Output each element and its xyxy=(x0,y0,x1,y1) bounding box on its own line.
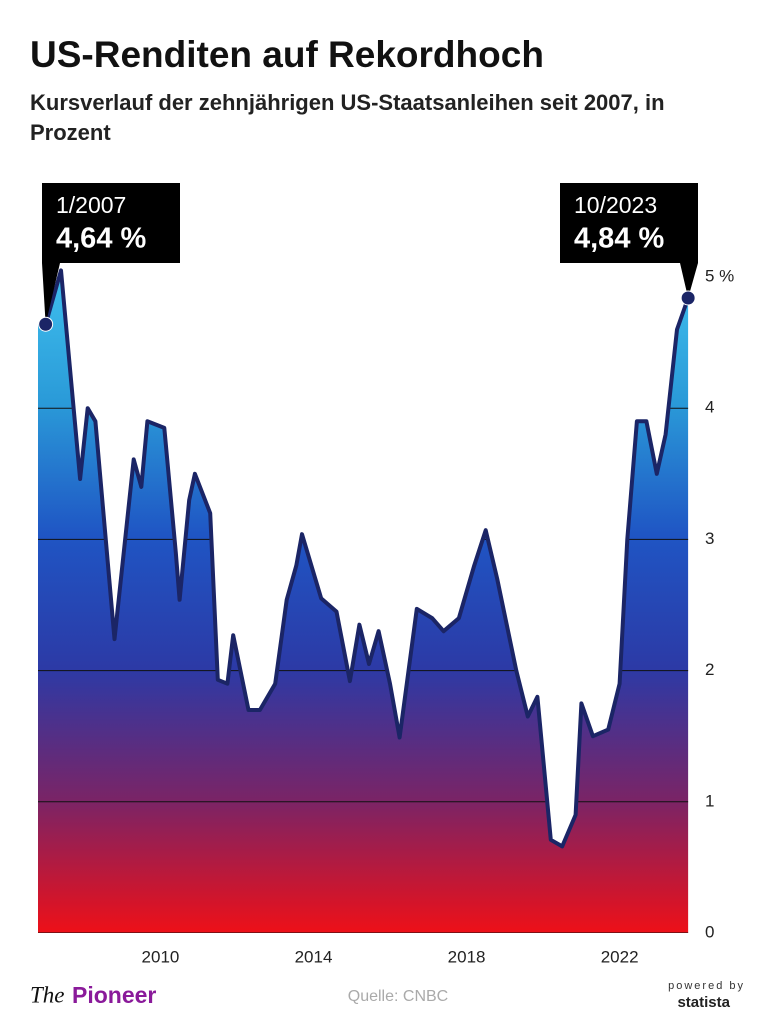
source: Quelle: CNBC xyxy=(348,988,448,1005)
powered-by: powered by xyxy=(668,980,745,992)
callout-value: 4,64 % xyxy=(56,223,146,255)
x-tick-label: 2010 xyxy=(142,947,180,966)
callout-box xyxy=(42,183,180,325)
callout-value: 4,84 % xyxy=(574,223,664,255)
highlight-point xyxy=(38,316,54,332)
chart-title: US-Renditen auf Rekordhoch xyxy=(30,34,544,75)
y-tick-label: 1 xyxy=(705,791,714,810)
callout-date: 10/2023 xyxy=(574,192,657,218)
line xyxy=(43,268,690,849)
chart-subtitle: Kursverlauf der zehnjährigen US-Staatsan… xyxy=(30,90,665,145)
y-tick-label: 0 xyxy=(705,922,714,941)
x-tick-label: 2014 xyxy=(295,947,333,966)
y-tick-label: 4 xyxy=(705,398,714,417)
callout-date: 1/2007 xyxy=(56,192,126,218)
x-tick-label: 2022 xyxy=(601,947,639,966)
statista: statista xyxy=(677,994,730,1011)
callout-box xyxy=(560,183,698,298)
x-tick-label: 2018 xyxy=(448,947,486,966)
y-tick-label: 2 xyxy=(705,660,714,679)
highlight-point xyxy=(680,290,696,306)
y-tick-label: 5 % xyxy=(705,266,734,285)
y-tick-label: 3 xyxy=(705,529,714,548)
brand-name: Pioneer xyxy=(72,982,156,1008)
area xyxy=(38,270,689,933)
brand-the: The xyxy=(30,982,65,1007)
